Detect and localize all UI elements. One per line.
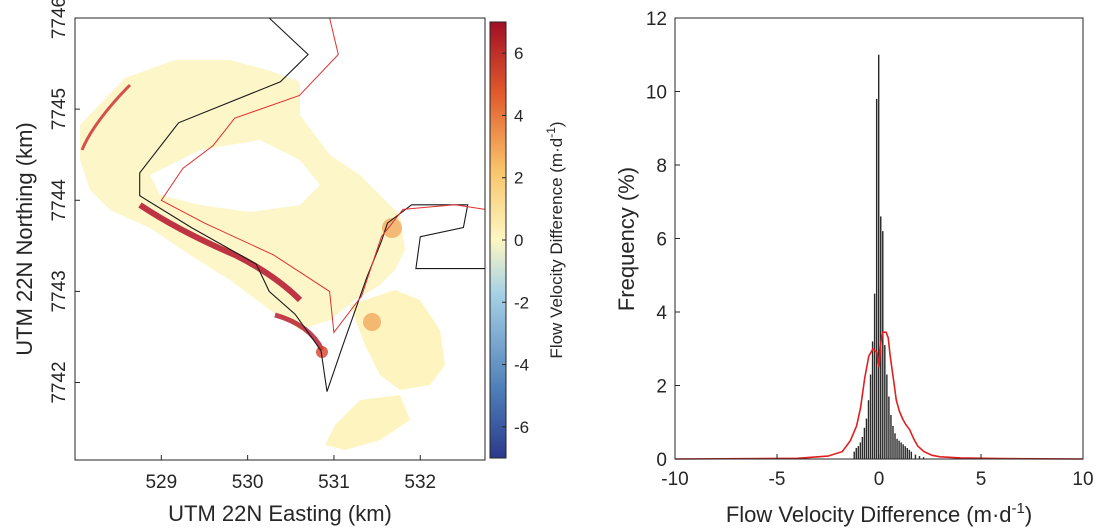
- histogram-y-tick-label: 12: [646, 9, 667, 30]
- map-x-axis-title: UTM 22N Easting (km): [168, 501, 392, 526]
- histogram-y-tick-label: 6: [656, 230, 667, 251]
- histogram-curve-line: [674, 331, 1084, 460]
- histogram-x-title-dot: ·d: [992, 502, 1012, 527]
- histogram-y-ticks: 0 2 4 6 8 10 12: [646, 9, 680, 471]
- histogram-bar: [886, 374, 888, 459]
- histogram-bar: [882, 231, 884, 459]
- histogram-bar: [859, 442, 862, 459]
- map-line-1: [139, 17, 485, 392]
- map-y-tick-label: 7742: [49, 361, 70, 403]
- histogram-y-axis-title: Frequency (%): [614, 167, 639, 311]
- histogram-bar: [857, 446, 860, 459]
- colorbar-tick-label: -6: [514, 418, 529, 437]
- map-x-tick-label: 529: [145, 472, 177, 493]
- histogram-bar: [853, 451, 855, 459]
- map-field-red-edge: [80, 83, 132, 151]
- velocity-difference-map: 529 530 531 532 7742 7743 7744 7745 7746 UTM 22…: [12, 0, 486, 526]
- colorbar-label: Flow Velocity Difference (m·d-1): [544, 121, 566, 358]
- histogram-x-axis-title: Flow Velocity Difference (m·d-1): [726, 500, 1032, 527]
- histogram-bar: [877, 54, 880, 459]
- histogram-bar: [855, 447, 857, 459]
- histogram-bar: [902, 444, 904, 459]
- histogram-y-tick-label: 0: [656, 450, 667, 471]
- map-field-red-front: [274, 312, 325, 352]
- map-x-tick-label: 531: [318, 472, 350, 493]
- histogram-bar: [884, 345, 886, 459]
- histogram-x-title-superscript: -1: [1012, 500, 1025, 517]
- map-x-tick-label: 532: [404, 472, 436, 493]
- histogram-x-title-end: ): [1025, 502, 1032, 527]
- histogram-x-ticks: -10 -5 0 5 10: [661, 454, 1094, 490]
- histogram-x-tick-label: 0: [874, 469, 885, 490]
- histogram-bar: [865, 418, 868, 459]
- histogram-bar: [892, 425, 894, 459]
- map-axes-frame: [74, 17, 486, 461]
- histogram-bar: [922, 457, 925, 459]
- map-y-tick-label: 7745: [49, 88, 70, 130]
- map-x-tick-label: 530: [232, 472, 264, 493]
- map-field-hotspot-upper: [382, 218, 402, 238]
- histogram-bar: [910, 451, 913, 459]
- histogram-bar: [875, 98, 878, 459]
- colorbar-tick-label: 6: [514, 44, 523, 63]
- histogram-x-tick-label: -5: [769, 469, 786, 490]
- histogram-bar: [918, 456, 921, 459]
- histogram-bar: [900, 442, 902, 459]
- colorbar-label-dot: ·d: [547, 138, 566, 153]
- map-field-tail: [325, 395, 410, 450]
- map-outline-lines: [139, 17, 486, 392]
- histogram-bars: [853, 54, 925, 460]
- colorbar-tick-label: 0: [514, 231, 523, 250]
- colorbar-tick-label: -2: [514, 293, 529, 312]
- histogram-x-tick-label: -10: [661, 469, 688, 490]
- map-y-tick-label: 7746: [49, 0, 70, 39]
- histogram-x-tick-label: 5: [976, 469, 987, 490]
- colorbar-tick-label: -4: [514, 356, 529, 375]
- map-field-clear-zone: [150, 140, 320, 212]
- histogram-bar: [869, 374, 872, 459]
- histogram-y-tick-label: 8: [656, 156, 667, 177]
- histogram-x-title-main: Flow Velocity Difference (m: [726, 502, 992, 527]
- histogram-bar: [890, 414, 892, 459]
- histogram-bar: [906, 447, 908, 459]
- histogram-bar: [873, 293, 876, 460]
- histogram-y-tick-label: 2: [656, 377, 667, 398]
- map-y-tick-label: 7744: [49, 179, 70, 222]
- histogram-y-tick-label: 4: [656, 303, 667, 324]
- map-data-field: [80, 60, 445, 450]
- colorbar: -6 -4 -2 0 2 4 6 Flow Velocity Difference (m·d…: [489, 21, 566, 459]
- colorbar-label-end: ): [547, 121, 566, 127]
- map-field-hotspot-lower: [316, 346, 328, 358]
- map-y-tick-label: 7743: [49, 270, 70, 312]
- histogram-bar: [904, 446, 906, 459]
- histogram-bar: [888, 396, 890, 459]
- colorbar-label-main: Flow Velocity Difference (m: [547, 153, 566, 359]
- histogram-bar: [867, 400, 870, 459]
- histogram-bar: [898, 440, 900, 460]
- colorbar-ticks: -6 -4 -2 0 2 4 6: [502, 44, 529, 437]
- histogram-bar: [861, 436, 864, 459]
- colorbar-tick-label: 2: [514, 169, 523, 188]
- histogram-bar: [880, 216, 882, 459]
- map-y-ticks: 7742 7743 7744 7745 7746: [49, 0, 80, 404]
- map-line-2: [160, 17, 486, 334]
- histogram-x-tick-label: 10: [1072, 469, 1093, 490]
- map-field-red-margin: [138, 202, 303, 303]
- colorbar-tick-label: 4: [514, 106, 523, 125]
- map-field-hotspot-middle: [363, 313, 381, 331]
- colorbar-label-superscript: -1: [544, 127, 558, 138]
- histogram-panel: -10 -5 0 5 10 0 2 4 6 8 10 12 Flow Velocity Differ…: [614, 9, 1094, 527]
- histogram-bar: [914, 454, 917, 459]
- histogram-bar: [908, 449, 911, 459]
- map-y-axis-title: UTM 22N Northing (km): [12, 122, 37, 355]
- histogram-curve: [674, 331, 1084, 460]
- histogram-bar: [863, 427, 866, 459]
- histogram-bar: [894, 433, 896, 459]
- histogram-bar: [871, 341, 874, 459]
- histogram-bar: [896, 438, 898, 459]
- histogram-y-tick-label: 10: [646, 83, 667, 104]
- map-x-ticks: 529 530 531 532: [145, 455, 436, 493]
